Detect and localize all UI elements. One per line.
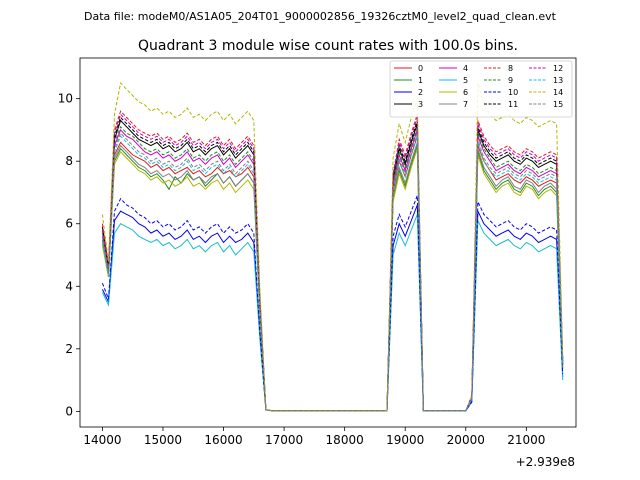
legend-label-13: 13	[553, 76, 563, 85]
y-tick-label: 2	[65, 342, 73, 356]
legend-label-15: 15	[553, 100, 563, 109]
x-tick-label: 16000	[204, 433, 242, 447]
legend-label-9: 9	[508, 76, 513, 85]
x-tick-label: 21000	[507, 433, 545, 447]
legend-frame	[389, 60, 573, 118]
x-offset-label: +2.939e8	[516, 455, 575, 469]
chart-title: Quadrant 3 module wise count rates with …	[138, 38, 518, 54]
legend-label-4: 4	[463, 64, 468, 73]
y-tick-label: 4	[65, 279, 73, 293]
y-tick-label: 6	[65, 217, 73, 231]
x-tick-label: 18000	[326, 433, 364, 447]
legend-label-6: 6	[463, 88, 468, 97]
legend-label-8: 8	[508, 64, 513, 73]
axis-ticks: 14000 15000 16000 17000 18000 19000 20000 21000…	[58, 92, 546, 447]
legend-label-0: 0	[418, 64, 423, 73]
legend-label-7: 7	[463, 100, 468, 109]
y-tick-label: 0	[65, 404, 73, 418]
legend-label-1: 1	[418, 76, 423, 85]
series-line-9	[101, 125, 564, 412]
chart-suptitle: Data file: modeM0/AS1A05_204T01_90000028…	[84, 10, 557, 23]
series-line-12	[101, 113, 564, 412]
legend-label-12: 12	[553, 64, 563, 73]
y-tick-label: 8	[65, 154, 73, 168]
plot-lines	[101, 81, 564, 412]
series-line-13	[101, 135, 564, 412]
legend-label-10: 10	[508, 88, 518, 97]
series-line-8	[101, 110, 564, 412]
x-tick-label: 17000	[265, 433, 303, 447]
x-tick-label: 20000	[447, 433, 485, 447]
legend-label-3: 3	[418, 100, 423, 109]
legend-label-2: 2	[418, 88, 423, 97]
plot-frame	[79, 57, 577, 428]
x-tick-label: 15000	[144, 433, 182, 447]
y-tick-label: 10	[58, 92, 73, 106]
x-tick-label: 14000	[83, 433, 121, 447]
legend-label-5: 5	[463, 76, 468, 85]
x-tick-label: 19000	[386, 433, 424, 447]
legend-label-11: 11	[508, 100, 518, 109]
legend-label-14: 14	[553, 88, 563, 97]
